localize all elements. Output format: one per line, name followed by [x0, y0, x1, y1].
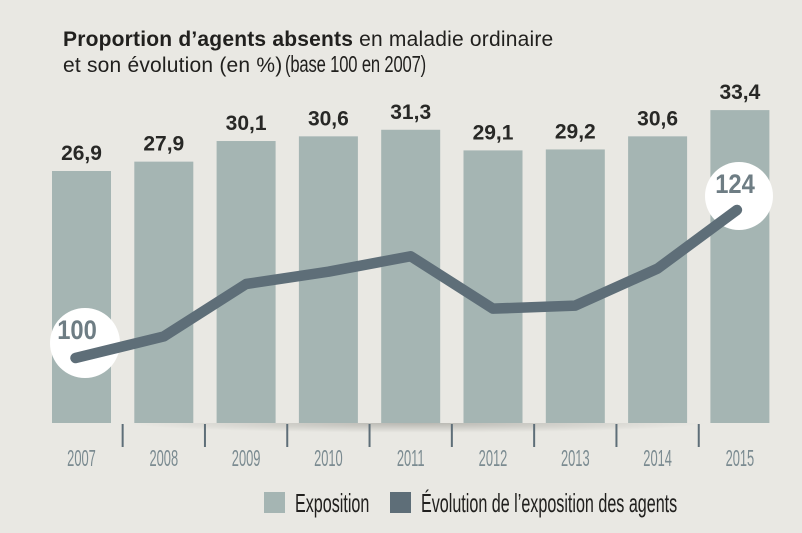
bar-value-2008: 27,9 — [143, 133, 184, 156]
annotation-circle-100 — [50, 308, 120, 378]
bar-2013 — [545, 149, 605, 423]
axis-label-2013: 2013 — [561, 445, 590, 471]
bar-value-2010: 30,6 — [308, 107, 349, 130]
bar-2008 — [134, 161, 194, 423]
annotation-label-100: 100 — [57, 316, 97, 346]
bar-value-2013: 29,2 — [555, 120, 596, 143]
title-line2: et son évolution (en %) — [63, 54, 283, 77]
legend-swatch-evolution — [390, 492, 411, 513]
axis-label-2015: 2015 — [726, 445, 755, 471]
annotation-circle-124 — [705, 162, 773, 230]
baseline-shadow — [46, 423, 788, 436]
bar-2007 — [52, 171, 111, 423]
bar-2015 — [710, 110, 770, 424]
chart-title: Proportion d’agents absents en maladie o… — [63, 27, 553, 78]
bar-value-2014: 30,6 — [637, 107, 678, 130]
evolution-line — [70, 204, 743, 364]
legend: Exposition Évolution de l’exposition des… — [264, 488, 677, 518]
legend-label-exposition: Exposition — [295, 488, 369, 518]
axis-label-2008: 2008 — [149, 445, 178, 471]
title-emphasis: Proportion d’agents absents — [63, 28, 354, 51]
axis-label-2014: 2014 — [643, 445, 672, 471]
legend-swatch-exposition — [264, 492, 285, 513]
axis-label-2012: 2012 — [479, 445, 508, 471]
title-note: (base 100 en 2007) — [285, 51, 427, 77]
bar-2011 — [381, 129, 441, 423]
axis-label-2007: 2007 — [67, 445, 96, 471]
bar-value-2011: 31,3 — [390, 101, 431, 124]
bar-value-2015: 33,4 — [719, 81, 760, 104]
axis-label-2010: 2010 — [314, 445, 343, 471]
title-rest: en maladie ordinaire — [353, 28, 554, 51]
bar-value-2007: 26,9 — [61, 142, 102, 165]
annotation-label-124: 124 — [715, 170, 755, 200]
bar-2012 — [463, 150, 523, 423]
axis-label-2011: 2011 — [397, 445, 425, 471]
bar-value-2012: 29,1 — [473, 121, 514, 144]
axis-label-2009: 2009 — [232, 445, 261, 471]
bar-value-2009: 30,1 — [226, 112, 267, 135]
legend-label-evolution: Évolution de l’exposition des agents — [421, 488, 677, 518]
